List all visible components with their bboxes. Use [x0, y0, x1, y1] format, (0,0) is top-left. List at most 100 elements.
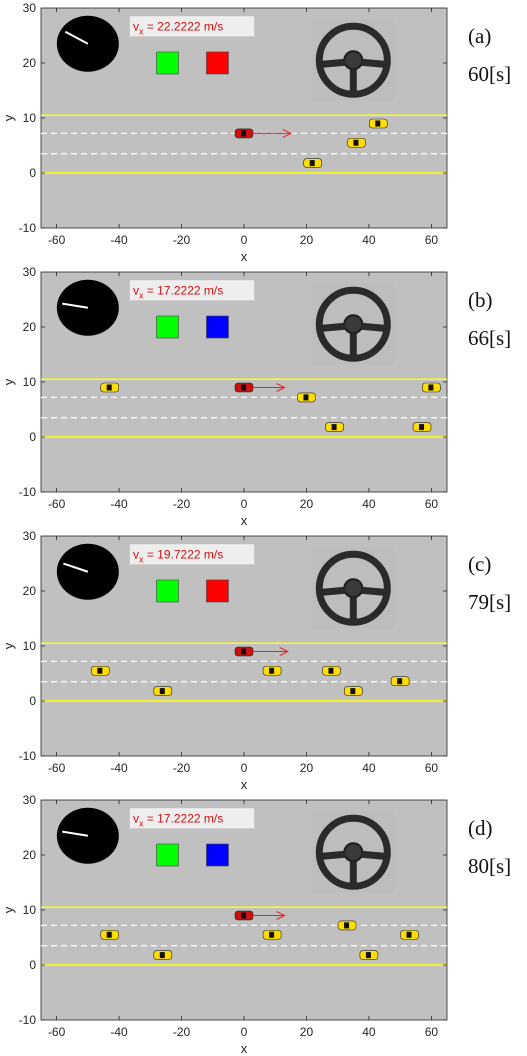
other-car-window	[107, 932, 112, 938]
steering-wheel-spoke	[322, 854, 345, 856]
indicator-light	[156, 52, 178, 74]
other-car	[369, 119, 387, 128]
steering-wheel-hub	[344, 51, 362, 69]
other-car	[101, 383, 119, 392]
other-car-window	[97, 668, 102, 674]
x-tick-label: 0	[241, 1025, 248, 1039]
x-axis-label: x	[241, 1041, 248, 1056]
time-label: 66[s]	[468, 326, 511, 351]
other-car	[347, 138, 365, 147]
other-car	[263, 666, 281, 675]
other-car	[401, 930, 419, 939]
y-tick-label: 30	[23, 793, 37, 807]
other-car	[297, 393, 315, 402]
time-label: 60[s]	[468, 62, 511, 87]
x-axis-label: x	[241, 777, 248, 792]
y-tick-label: 20	[23, 56, 37, 70]
time-label: 80[s]	[468, 854, 511, 879]
other-car-window	[419, 424, 424, 430]
y-axis-label: y	[1, 906, 16, 913]
other-car-window	[397, 678, 402, 684]
steering-wheel-spoke	[361, 854, 384, 856]
y-tick-label: 20	[23, 320, 37, 334]
indicator-light	[156, 844, 178, 866]
ego-car	[235, 911, 253, 920]
other-car-window	[332, 424, 337, 430]
y-tick-label: 10	[23, 375, 37, 389]
y-tick-label: 0	[29, 166, 36, 180]
panel-label: (d)	[468, 816, 493, 841]
chart-panel: vx = 22.2222 m/s -60 -40 -20 0 20 40 60 -10 0 10 20…	[0, 0, 527, 264]
other-car	[391, 677, 409, 686]
x-tick-label: 40	[362, 761, 376, 775]
steering-wheel-spoke	[361, 590, 384, 592]
other-car-window	[160, 688, 165, 694]
x-tick-label: 60	[425, 761, 439, 775]
other-car-window	[344, 922, 349, 928]
x-tick-label: 20	[300, 497, 314, 511]
y-tick-label: 10	[23, 903, 37, 917]
other-car-window	[407, 932, 412, 938]
steering-wheel-hub	[344, 843, 362, 861]
other-car-window	[310, 160, 315, 166]
steering-wheel-spoke	[322, 590, 345, 592]
y-tick-label: -10	[19, 1013, 37, 1027]
x-tick-label: -60	[48, 233, 66, 247]
other-car	[360, 951, 378, 960]
x-tick-label: 20	[300, 761, 314, 775]
x-tick-label: 20	[300, 233, 314, 247]
y-axis-label: y	[1, 378, 16, 385]
ego-car-window	[241, 913, 246, 919]
indicator-light	[206, 844, 228, 866]
ego-car	[235, 647, 253, 656]
y-tick-label: 10	[23, 111, 37, 125]
x-tick-label: 40	[362, 233, 376, 247]
other-car	[304, 159, 322, 168]
steering-wheel-hub	[344, 315, 362, 333]
y-tick-label: 30	[23, 529, 37, 543]
other-car	[154, 951, 172, 960]
chart-panel: vx = 19.7222 m/s -60 -40 -20 0 20 40 60 -10 0 10 20…	[0, 528, 527, 792]
x-axis-label: x	[241, 249, 248, 264]
y-axis-label: y	[1, 642, 16, 649]
other-car-window	[353, 140, 358, 146]
steering-wheel-spoke	[361, 62, 384, 64]
other-car-window	[269, 932, 274, 938]
other-car	[91, 666, 109, 675]
time-label: 79[s]	[468, 590, 511, 615]
other-car	[101, 930, 119, 939]
x-tick-label: -20	[173, 233, 191, 247]
other-car-window	[350, 688, 355, 694]
y-tick-label: 0	[29, 958, 36, 972]
other-car-window	[107, 385, 112, 391]
y-tick-label: 30	[23, 265, 37, 279]
other-car	[154, 687, 172, 696]
steering-wheel-spoke	[322, 62, 345, 64]
x-tick-label: -60	[48, 1025, 66, 1039]
other-car	[413, 423, 431, 432]
other-car-window	[303, 394, 308, 400]
x-tick-label: -40	[110, 233, 128, 247]
indicator-light	[206, 316, 228, 338]
y-tick-label: 20	[23, 848, 37, 862]
chart-panel: vx = 17.2222 m/s -60 -40 -20 0 20 40 60 -10 0 10 20…	[0, 264, 527, 528]
indicator-light	[206, 580, 228, 602]
chart-svg: vx = 17.2222 m/s -60 -40 -20 0 20 40 60 -10 0 10 20…	[0, 264, 527, 528]
x-tick-label: 0	[241, 497, 248, 511]
chart-svg: vx = 17.2222 m/s -60 -40 -20 0 20 40 60 -10 0 10 20…	[0, 792, 527, 1056]
x-tick-label: -60	[48, 497, 66, 511]
ego-car-window	[241, 649, 246, 655]
x-tick-label: 60	[425, 1025, 439, 1039]
indicator-light	[206, 52, 228, 74]
other-car	[338, 921, 356, 930]
x-tick-label: 60	[425, 497, 439, 511]
chart-svg: vx = 22.2222 m/s -60 -40 -20 0 20 40 60 -10 0 10 20…	[0, 0, 527, 264]
steering-wheel-spoke	[322, 326, 345, 328]
other-car	[326, 423, 344, 432]
indicator-light	[156, 316, 178, 338]
y-tick-label: -10	[19, 749, 37, 763]
x-tick-label: 40	[362, 1025, 376, 1039]
ego-car	[235, 383, 253, 392]
other-car-window	[328, 668, 333, 674]
y-tick-label: 20	[23, 584, 37, 598]
